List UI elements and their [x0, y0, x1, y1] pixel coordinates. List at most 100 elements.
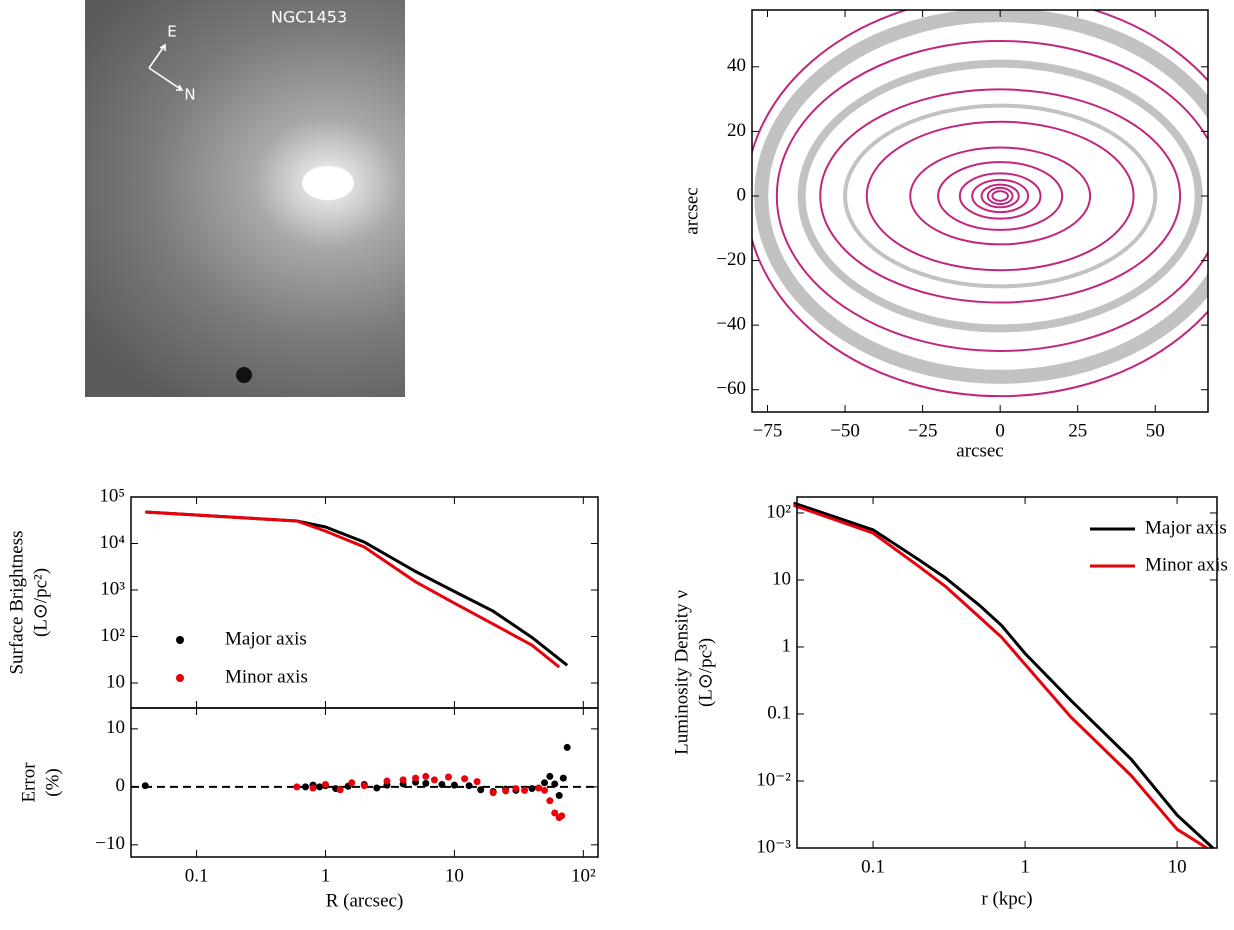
error-point [141, 782, 149, 790]
legend-label: Minor axis [225, 666, 308, 687]
x-tick-label: 10² [571, 865, 596, 886]
error-point [563, 743, 571, 751]
error-point [535, 784, 543, 792]
y-tick-label: 10⁴ [99, 532, 125, 553]
x-tick-label: 25 [1068, 420, 1087, 441]
legend-marker [176, 674, 184, 682]
y-tick-label: 40 [727, 55, 746, 76]
error-point [546, 772, 554, 780]
y-tick-label: 1 [782, 635, 792, 656]
legend-label: Minor axis [1145, 554, 1228, 575]
error-point [430, 776, 438, 784]
y-tick-label: 20 [727, 120, 746, 141]
error-point [521, 786, 529, 794]
isophote [752, 10, 1208, 398]
isophote [991, 190, 1009, 202]
y-tick-label: 10⁻³ [756, 836, 791, 857]
plot-frame [751, 9, 1209, 413]
error-point [512, 785, 520, 793]
x-tick-label: 10 [445, 865, 464, 886]
error-point [360, 782, 368, 790]
error-point [438, 781, 446, 789]
north-label: N [184, 86, 195, 104]
error-point [558, 812, 566, 820]
plot-frame [796, 496, 1218, 849]
error-point [551, 809, 559, 817]
error-point [321, 781, 329, 789]
error-point [422, 779, 430, 787]
contour-plot [752, 10, 1208, 398]
error-point [502, 787, 510, 795]
compass [148, 43, 184, 91]
error-point [336, 786, 344, 794]
x-axis-label: r (kpc) [981, 888, 1032, 909]
legend-label: Major axis [225, 628, 307, 649]
data-line [793, 501, 1214, 850]
x-tick-label: 50 [1146, 420, 1165, 441]
data-line [145, 510, 561, 669]
error-point [528, 785, 536, 793]
isophote [971, 178, 1030, 214]
error-point [309, 784, 317, 792]
galaxy-image [85, 0, 405, 397]
error-point [293, 783, 301, 791]
error-point [348, 779, 356, 787]
error-point [465, 782, 473, 790]
error-point [302, 783, 310, 791]
y-tick-label: 0 [116, 775, 126, 796]
error-point [450, 781, 458, 789]
y-tick-label: 0.1 [767, 702, 791, 723]
x-tick-label: −25 [908, 420, 938, 441]
dark-spot [236, 367, 252, 383]
x-tick-label: 10 [1168, 856, 1187, 877]
y-tick-label: −20 [716, 249, 746, 270]
error-point [373, 784, 381, 792]
y-axis-label: (L⊙/pc²) [30, 568, 51, 637]
x-tick-label: 0 [995, 420, 1005, 441]
isophote [937, 161, 1064, 231]
error-point [473, 778, 481, 786]
isophote [980, 183, 1020, 209]
plot-frame [130, 496, 599, 709]
error-point [489, 789, 497, 797]
error-point [559, 774, 567, 782]
y-tick-label: 10 [106, 717, 125, 738]
y-axis-label: arcsec [681, 187, 702, 234]
y-tick-label: 0 [737, 184, 747, 205]
y-tick-label: 10² [100, 625, 125, 646]
plot-frame [130, 707, 599, 858]
x-tick-label: 1 [1020, 856, 1030, 877]
error-point [383, 777, 391, 785]
error-point [477, 786, 485, 794]
x-axis-label: arcsec [956, 440, 1003, 461]
y-axis-label: Surface Brightness [6, 530, 27, 674]
image-title: NGC1453 [271, 8, 347, 27]
east-label: E [167, 23, 176, 41]
x-tick-label: 0.1 [185, 865, 209, 886]
noise-ring [754, 10, 1208, 384]
legend-marker [176, 636, 184, 644]
y-tick-label: 10 [106, 671, 125, 692]
scale-label: 30" [454, 15, 503, 48]
y-axis-label: Luminosity Density ν [671, 590, 692, 755]
y-tick-label: −10 [95, 833, 125, 854]
error-point [316, 783, 324, 791]
error-point [461, 775, 469, 783]
legend-label: Major axis [1145, 517, 1227, 538]
isophote [986, 186, 1014, 206]
error-point [422, 772, 430, 780]
galaxy-core [302, 166, 354, 200]
error-point [444, 773, 452, 781]
y-axis-label: Error [18, 762, 39, 803]
error-point [399, 776, 407, 784]
isophote [819, 88, 1182, 304]
y-tick-label: −60 [716, 378, 746, 399]
y-tick-label: 10⁻² [756, 769, 791, 790]
isophote [865, 120, 1135, 272]
error-point [412, 774, 420, 782]
isophote [958, 172, 1042, 220]
error-point [541, 779, 549, 787]
y-tick-label: 10⁵ [99, 485, 125, 506]
data-line [793, 503, 1208, 850]
